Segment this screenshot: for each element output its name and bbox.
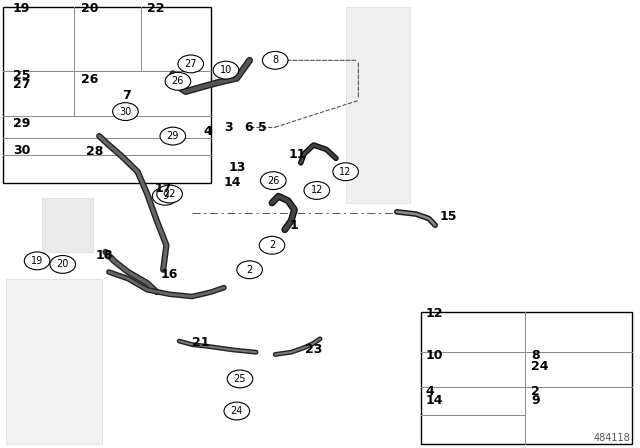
- Text: 22: 22: [147, 2, 164, 15]
- Circle shape: [157, 185, 182, 203]
- Text: 2: 2: [246, 265, 253, 275]
- Text: 12: 12: [310, 185, 323, 195]
- Text: 9: 9: [531, 394, 540, 407]
- Circle shape: [304, 181, 330, 199]
- Text: 26: 26: [172, 76, 184, 86]
- Text: 9: 9: [162, 191, 168, 201]
- Text: 1: 1: [290, 219, 299, 232]
- Circle shape: [333, 163, 358, 181]
- Text: 18: 18: [95, 249, 113, 262]
- Text: 22: 22: [163, 189, 176, 199]
- Text: 19: 19: [13, 2, 30, 15]
- Text: 30: 30: [13, 144, 30, 157]
- Text: 10: 10: [426, 349, 443, 362]
- Circle shape: [50, 255, 76, 273]
- Text: 20: 20: [56, 259, 69, 269]
- Text: 26: 26: [81, 73, 99, 86]
- Circle shape: [224, 402, 250, 420]
- Circle shape: [160, 127, 186, 145]
- Text: 4: 4: [204, 125, 212, 138]
- Text: 12: 12: [339, 167, 352, 177]
- Circle shape: [152, 187, 178, 205]
- Text: 2: 2: [269, 240, 275, 250]
- Text: 23: 23: [305, 343, 323, 356]
- Text: 26: 26: [267, 176, 280, 185]
- Text: 484118: 484118: [594, 433, 630, 443]
- FancyBboxPatch shape: [3, 7, 211, 183]
- Text: 27: 27: [13, 78, 30, 91]
- Text: 14: 14: [223, 177, 241, 190]
- Text: 21: 21: [191, 336, 209, 349]
- Text: 5: 5: [258, 121, 267, 134]
- Text: 7: 7: [122, 90, 131, 103]
- Text: 20: 20: [81, 2, 99, 15]
- FancyBboxPatch shape: [421, 312, 632, 444]
- Text: 8: 8: [531, 349, 540, 362]
- Text: 12: 12: [426, 306, 443, 319]
- Text: 2: 2: [531, 385, 540, 398]
- Text: 25: 25: [234, 374, 246, 384]
- Text: 17: 17: [154, 182, 172, 195]
- Text: 6: 6: [244, 121, 253, 134]
- Text: 10: 10: [220, 65, 232, 75]
- Text: 19: 19: [31, 256, 44, 266]
- Text: 8: 8: [272, 56, 278, 65]
- Circle shape: [259, 237, 285, 254]
- Circle shape: [178, 55, 204, 73]
- Polygon shape: [6, 279, 102, 444]
- Text: 3: 3: [224, 121, 233, 134]
- Circle shape: [113, 103, 138, 121]
- Text: 15: 15: [439, 210, 457, 223]
- Text: 4: 4: [426, 385, 435, 398]
- Circle shape: [262, 52, 288, 69]
- Circle shape: [237, 261, 262, 279]
- Text: 13: 13: [228, 161, 246, 174]
- Text: 29: 29: [13, 117, 30, 130]
- Circle shape: [165, 73, 191, 90]
- Text: 24: 24: [230, 406, 243, 416]
- Text: 27: 27: [184, 59, 197, 69]
- Text: 28: 28: [86, 145, 104, 158]
- Text: 24: 24: [531, 360, 548, 373]
- Circle shape: [24, 252, 50, 270]
- Polygon shape: [42, 198, 93, 252]
- Text: 11: 11: [289, 148, 307, 161]
- Text: 29: 29: [166, 131, 179, 141]
- Text: 25: 25: [13, 69, 30, 82]
- Polygon shape: [346, 7, 410, 203]
- Text: 16: 16: [161, 268, 179, 281]
- Circle shape: [260, 172, 286, 190]
- Text: 30: 30: [119, 107, 132, 116]
- Text: 14: 14: [426, 394, 443, 407]
- Circle shape: [213, 61, 239, 79]
- Circle shape: [227, 370, 253, 388]
